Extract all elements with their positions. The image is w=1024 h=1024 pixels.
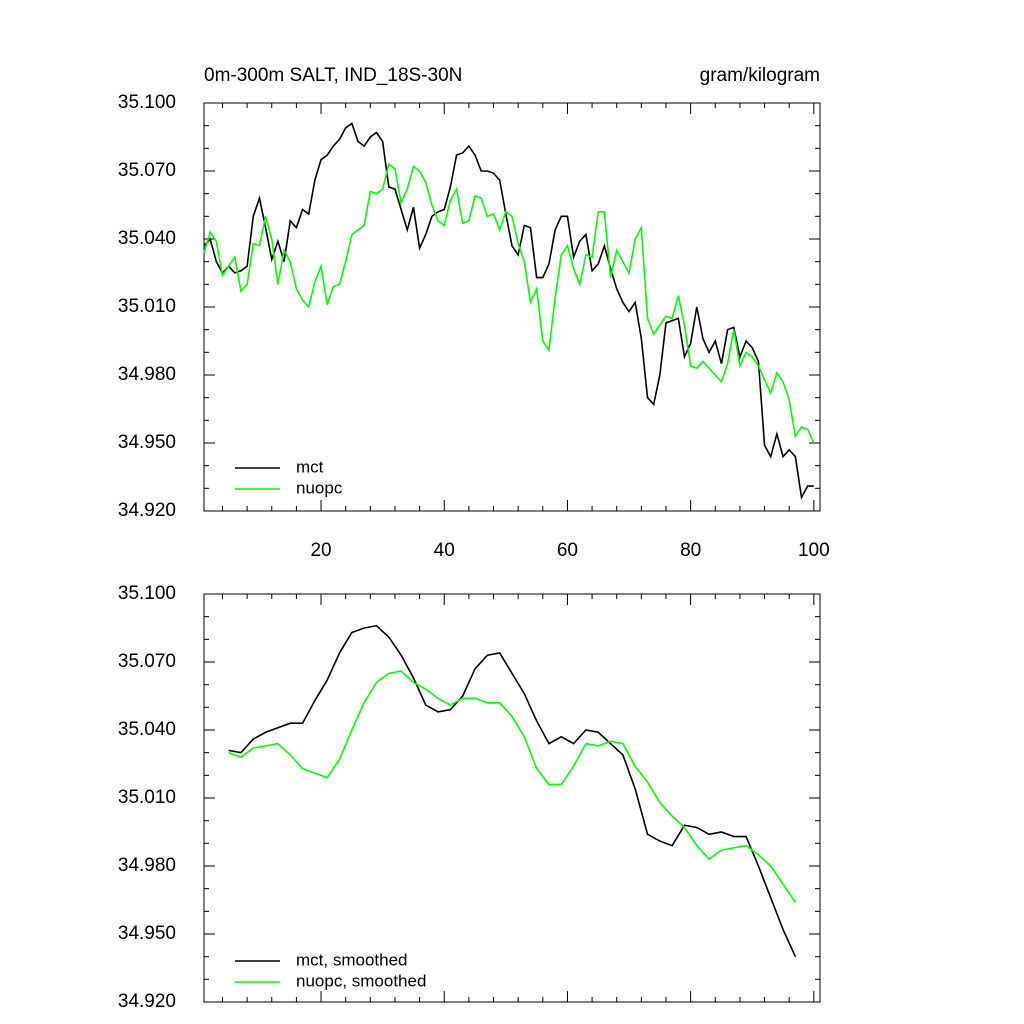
y-tick-label: 35.010 xyxy=(118,787,176,808)
x-tick-label: 80 xyxy=(680,540,701,561)
y-tick-label: 35.010 xyxy=(118,296,176,317)
x-tick-label: 20 xyxy=(310,540,331,561)
plot-frame xyxy=(203,102,821,512)
units-label: gram/kilogram xyxy=(700,65,820,86)
series-line xyxy=(203,162,815,444)
x-tick-label: 40 xyxy=(434,540,455,561)
y-tick-label: 35.070 xyxy=(118,160,176,181)
y-tick-label: 34.950 xyxy=(118,923,176,944)
y-tick-label: 34.980 xyxy=(118,364,176,385)
y-tick-label: 35.100 xyxy=(118,583,176,604)
plot-frame xyxy=(203,593,821,1003)
legend-label: mct, smoothed xyxy=(296,950,408,969)
x-tick-label: 100 xyxy=(798,540,830,561)
legend-label: nuopc xyxy=(296,478,343,497)
series-line xyxy=(203,122,814,500)
chart-title: 0m-300m SALT, IND_18S-30N xyxy=(204,65,462,86)
y-tick-label: 34.920 xyxy=(118,500,176,521)
y-tick-label: 34.920 xyxy=(118,991,176,1012)
y-tick-label: 34.980 xyxy=(118,855,176,876)
legend-label: mct xyxy=(296,457,324,476)
y-tick-label: 35.100 xyxy=(118,92,176,113)
y-tick-label: 34.950 xyxy=(118,432,176,453)
legend-label: nuopc, smoothed xyxy=(296,971,426,990)
series-line xyxy=(228,670,797,903)
y-tick-label: 35.040 xyxy=(118,719,176,740)
x-tick-label: 60 xyxy=(557,540,578,561)
series-line xyxy=(228,624,797,958)
y-tick-label: 35.070 xyxy=(118,651,176,672)
y-tick-label: 35.040 xyxy=(118,228,176,249)
